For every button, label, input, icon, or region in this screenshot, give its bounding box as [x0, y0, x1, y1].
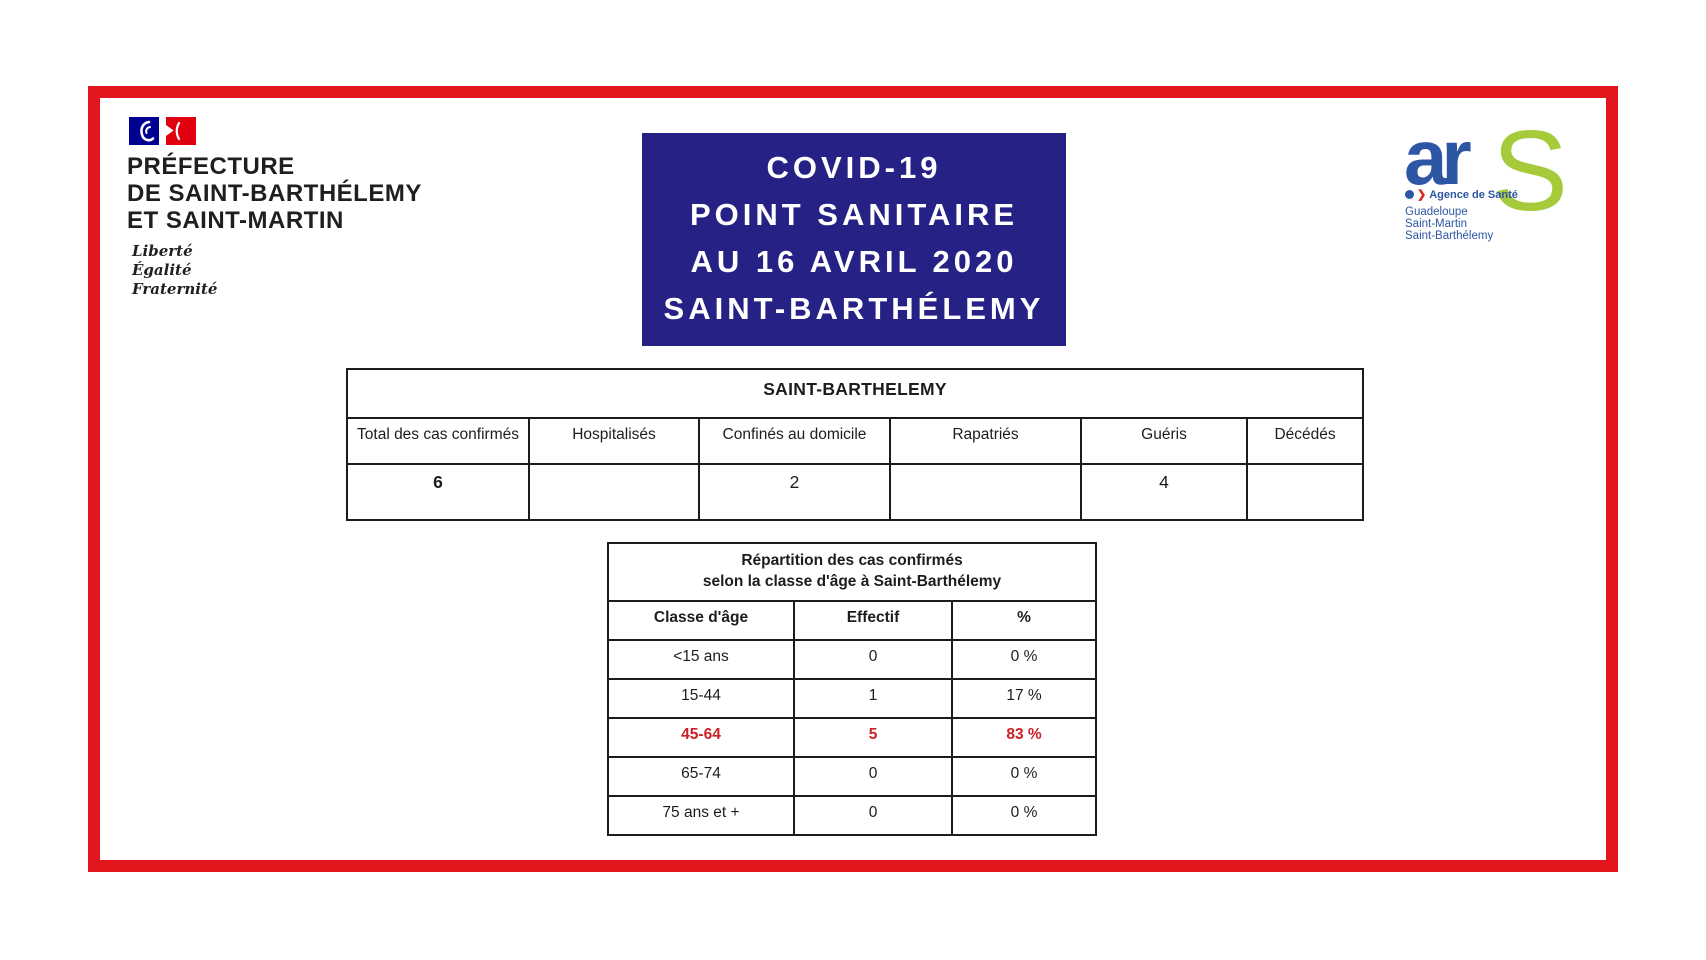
age-pct-cell: 0 % — [951, 639, 1097, 680]
motto-line: Fraternité — [132, 280, 218, 298]
ars-region-line: Saint-Martin — [1405, 218, 1467, 230]
age-table-title-line: selon la classe d'âge à Saint-Barthélemy — [702, 573, 1002, 590]
banner-line: POINT SANITAIRE — [689, 197, 1019, 232]
ars-dot-icon — [1405, 190, 1414, 199]
age-col-header: Classe d'âge — [607, 600, 795, 641]
summary-value-cell — [528, 463, 700, 521]
age-row: 65-74 0 0 % — [607, 756, 1097, 797]
age-class-cell: 15-44 — [607, 678, 795, 719]
age-row-highlighted: 45-64 5 83 % — [607, 717, 1097, 758]
marianne-flag-icon — [129, 117, 196, 145]
title-banner: COVID-19 POINT SANITAIRE AU 16 AVRIL 202… — [642, 133, 1066, 346]
age-table-title-line: Répartition des cas confirmés — [741, 552, 963, 569]
ars-wordmark-ar: ar — [1404, 113, 1472, 201]
ars-region-line: Saint-Barthélemy — [1405, 230, 1494, 242]
ars-logo: ar S ❯ Agence de Santé Guadeloupe Saint-… — [1404, 115, 1584, 247]
banner-line: COVID-19 — [766, 150, 942, 185]
summary-value-cell — [889, 463, 1082, 521]
ars-chevron-icon: ❯ — [1417, 189, 1427, 201]
ars-region-line: Guadeloupe — [1405, 206, 1468, 218]
summary-value-cell — [1245, 463, 1365, 521]
age-class-cell: 75 ans et + — [607, 795, 795, 836]
age-effectif-cell: 5 — [793, 717, 953, 758]
summary-col-header: Total des cas confirmés — [346, 417, 530, 465]
ars-agency-label: Agence de Santé — [1429, 188, 1518, 201]
document-border — [88, 86, 1618, 872]
summary-values-row: 6 2 4 — [346, 463, 1365, 521]
banner-line: AU 16 AVRIL 2020 — [690, 244, 1018, 279]
age-class-cell: 65-74 — [607, 756, 795, 797]
motto-line: Égalité — [132, 261, 192, 279]
age-effectif-cell: 0 — [793, 795, 953, 836]
summary-table: SAINT-BARTHELEMY Total des cas confirmés… — [345, 368, 1365, 521]
age-class-cell: <15 ans — [607, 639, 795, 680]
prefecture-title-line: PRÉFECTURE — [127, 153, 295, 180]
prefecture-title-line: ET SAINT-MARTIN — [127, 207, 344, 234]
summary-col-header: Rapatriés — [889, 417, 1082, 465]
ars-wordmark-s: S — [1492, 108, 1569, 235]
summary-col-header: Hospitalisés — [528, 417, 700, 465]
age-row: 75 ans et + 0 0 % — [607, 795, 1097, 836]
summary-table-title: SAINT-BARTHELEMY — [345, 368, 1365, 419]
age-col-header: % — [951, 600, 1097, 641]
prefecture-logo: PRÉFECTURE DE SAINT-BARTHÉLEMY ET SAINT-… — [127, 114, 422, 299]
summary-value-cell: 6 — [346, 463, 530, 521]
age-row: <15 ans 0 0 % — [607, 639, 1097, 680]
age-pct-cell: 83 % — [951, 717, 1097, 758]
summary-value-cell: 4 — [1080, 463, 1248, 521]
summary-col-header: Confinés au domicile — [698, 417, 891, 465]
prefecture-title-line: DE SAINT-BARTHÉLEMY — [127, 180, 422, 207]
age-table-title: Répartition des cas confirmés selon la c… — [607, 542, 1097, 602]
age-row: 15-44 1 17 % — [607, 678, 1097, 719]
age-effectif-cell: 1 — [793, 678, 953, 719]
summary-value-cell: 2 — [698, 463, 891, 521]
banner-line: SAINT-BARTHÉLEMY — [663, 291, 1045, 326]
age-pct-cell: 0 % — [951, 795, 1097, 836]
age-pct-cell: 0 % — [951, 756, 1097, 797]
age-pct-cell: 17 % — [951, 678, 1097, 719]
age-class-cell: 45-64 — [607, 717, 795, 758]
age-table: Répartition des cas confirmés selon la c… — [607, 542, 1097, 836]
age-col-header: Effectif — [793, 600, 953, 641]
summary-col-header: Guéris — [1080, 417, 1248, 465]
age-effectif-cell: 0 — [793, 756, 953, 797]
age-effectif-cell: 0 — [793, 639, 953, 680]
motto-line: Liberté — [132, 242, 193, 260]
ars-agency-row: ❯ Agence de Santé — [1405, 188, 1518, 201]
summary-col-header: Décédés — [1245, 417, 1365, 465]
